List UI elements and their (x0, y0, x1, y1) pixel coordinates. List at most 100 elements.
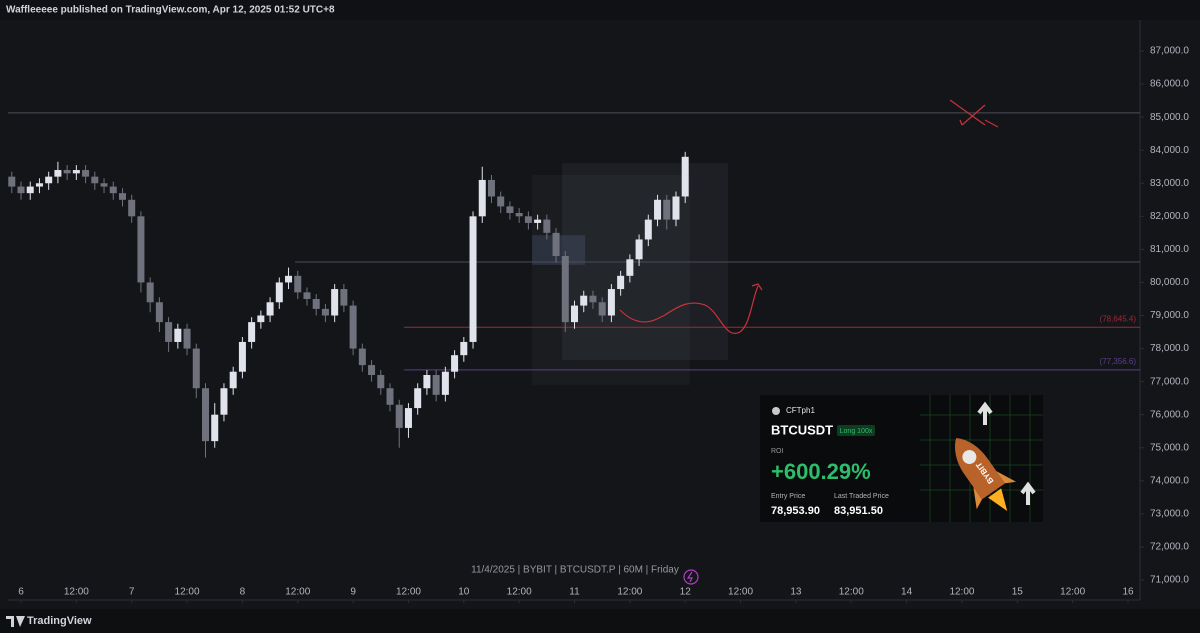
candle-body (257, 315, 265, 323)
y-tick-label: 75,000.0 (1150, 442, 1189, 453)
x-tick-label: 12:00 (839, 587, 864, 598)
candle-body (303, 292, 311, 299)
candle-body (275, 282, 283, 303)
candle-body (331, 289, 339, 316)
x-tick-label: 11 (569, 587, 580, 598)
candle-body (543, 219, 551, 233)
candle-body (321, 308, 329, 316)
card-last-label: Last Traded Price (834, 493, 889, 500)
y-tick-label: 82,000.0 (1150, 211, 1189, 222)
candle-body (598, 302, 606, 316)
x-tick-label: 16 (1122, 587, 1134, 598)
y-tick-label: 77,000.0 (1150, 376, 1189, 387)
candle-body (368, 365, 376, 376)
x-tick-label: 12:00 (507, 587, 532, 598)
candle-body (91, 176, 99, 184)
candle-body (146, 282, 154, 303)
pnl-card: CFTph1 BTCUSDT Long 100x ROI +600.29% En… (760, 395, 1043, 522)
candle-body (165, 322, 173, 342)
replay-bolt (686, 571, 693, 583)
candle-body (515, 213, 523, 217)
candle-body (155, 302, 163, 323)
candle-body (202, 388, 210, 442)
candle-body (460, 341, 468, 356)
candle-body (524, 216, 532, 223)
candle-body (285, 275, 293, 283)
candle-body (72, 170, 80, 174)
candle-body (137, 216, 145, 283)
candle-body (220, 388, 228, 415)
candle-body (589, 295, 597, 303)
card-entry: 78,953.90 (771, 505, 820, 517)
candle-body (617, 275, 625, 290)
y-tick-label: 80,000.0 (1150, 277, 1189, 288)
rocket-fins (973, 471, 1016, 510)
drawn-arrow (751, 283, 763, 291)
header-bar (0, 0, 1200, 20)
x-tick-label: 12:00 (1060, 587, 1085, 598)
level-label: (77,356.6) (1100, 357, 1137, 366)
candle-body (552, 232, 560, 256)
x-tick-label: 12:00 (175, 587, 200, 598)
candle-body (663, 199, 671, 220)
candle-body (54, 170, 62, 177)
drawn-path (619, 285, 759, 335)
candle-body (534, 219, 542, 223)
candle-body (109, 186, 117, 194)
candle-body (432, 375, 440, 395)
drawn-cross (949, 99, 999, 128)
y-tick-label: 71,000.0 (1150, 575, 1189, 586)
candle-body (654, 199, 662, 220)
x-tick-label: 6 (18, 587, 24, 598)
y-tick-label: 79,000.0 (1150, 310, 1189, 321)
candle-body (395, 404, 403, 428)
candle-body (35, 183, 43, 187)
candle-body (211, 414, 219, 442)
candle-body (118, 193, 126, 200)
replay-icon[interactable] (683, 569, 699, 585)
card-entry-label: Entry Price (771, 493, 805, 500)
rocket: BYBIT (955, 438, 1016, 512)
x-tick-label: 9 (350, 587, 356, 598)
y-tick-label: 76,000.0 (1150, 409, 1189, 420)
plot: 71,000.0 72,000.0 73,000.0 74,000.0 75,000.0… (8, 20, 1189, 603)
candle-body (349, 305, 357, 349)
footer-bar (0, 609, 1200, 633)
rocket-flame (988, 488, 1008, 512)
candle-body (644, 219, 652, 240)
candle-body (17, 186, 25, 194)
x-tick-label: 12:00 (396, 587, 421, 598)
candle-body (82, 170, 90, 177)
candle-body (238, 341, 246, 372)
candle-body (128, 199, 136, 217)
avatar (772, 407, 780, 415)
candle-body (8, 176, 16, 187)
x-tick-label: 13 (790, 587, 802, 598)
candle-body (451, 355, 459, 372)
badge-bg (837, 425, 875, 436)
x-tick-label: 12:00 (728, 587, 753, 598)
level-label: (78,645.4) (1100, 314, 1137, 323)
x-tick-label: 12 (680, 587, 692, 598)
candle-body (386, 388, 394, 405)
candle-body (506, 206, 514, 214)
x-tick-label: 8 (240, 587, 246, 598)
candle-body (478, 179, 486, 217)
x-tick-label: 12:00 (949, 587, 974, 598)
card-badge: Long 100x (840, 428, 873, 435)
y-tick-label: 85,000.0 (1150, 112, 1189, 123)
candle-body (672, 196, 680, 220)
card-symbol: BTCUSDT (771, 422, 833, 437)
x-tick-label: 12:00 (617, 587, 642, 598)
candle-body (183, 328, 191, 349)
candle-body (681, 156, 689, 197)
card-roi: +600.29% (771, 459, 871, 484)
arrow-up-2 (1020, 481, 1036, 505)
candle-body (607, 289, 615, 316)
candle-body (377, 375, 385, 389)
x-tick-label: 15 (1012, 587, 1024, 598)
candle-body (414, 388, 422, 409)
